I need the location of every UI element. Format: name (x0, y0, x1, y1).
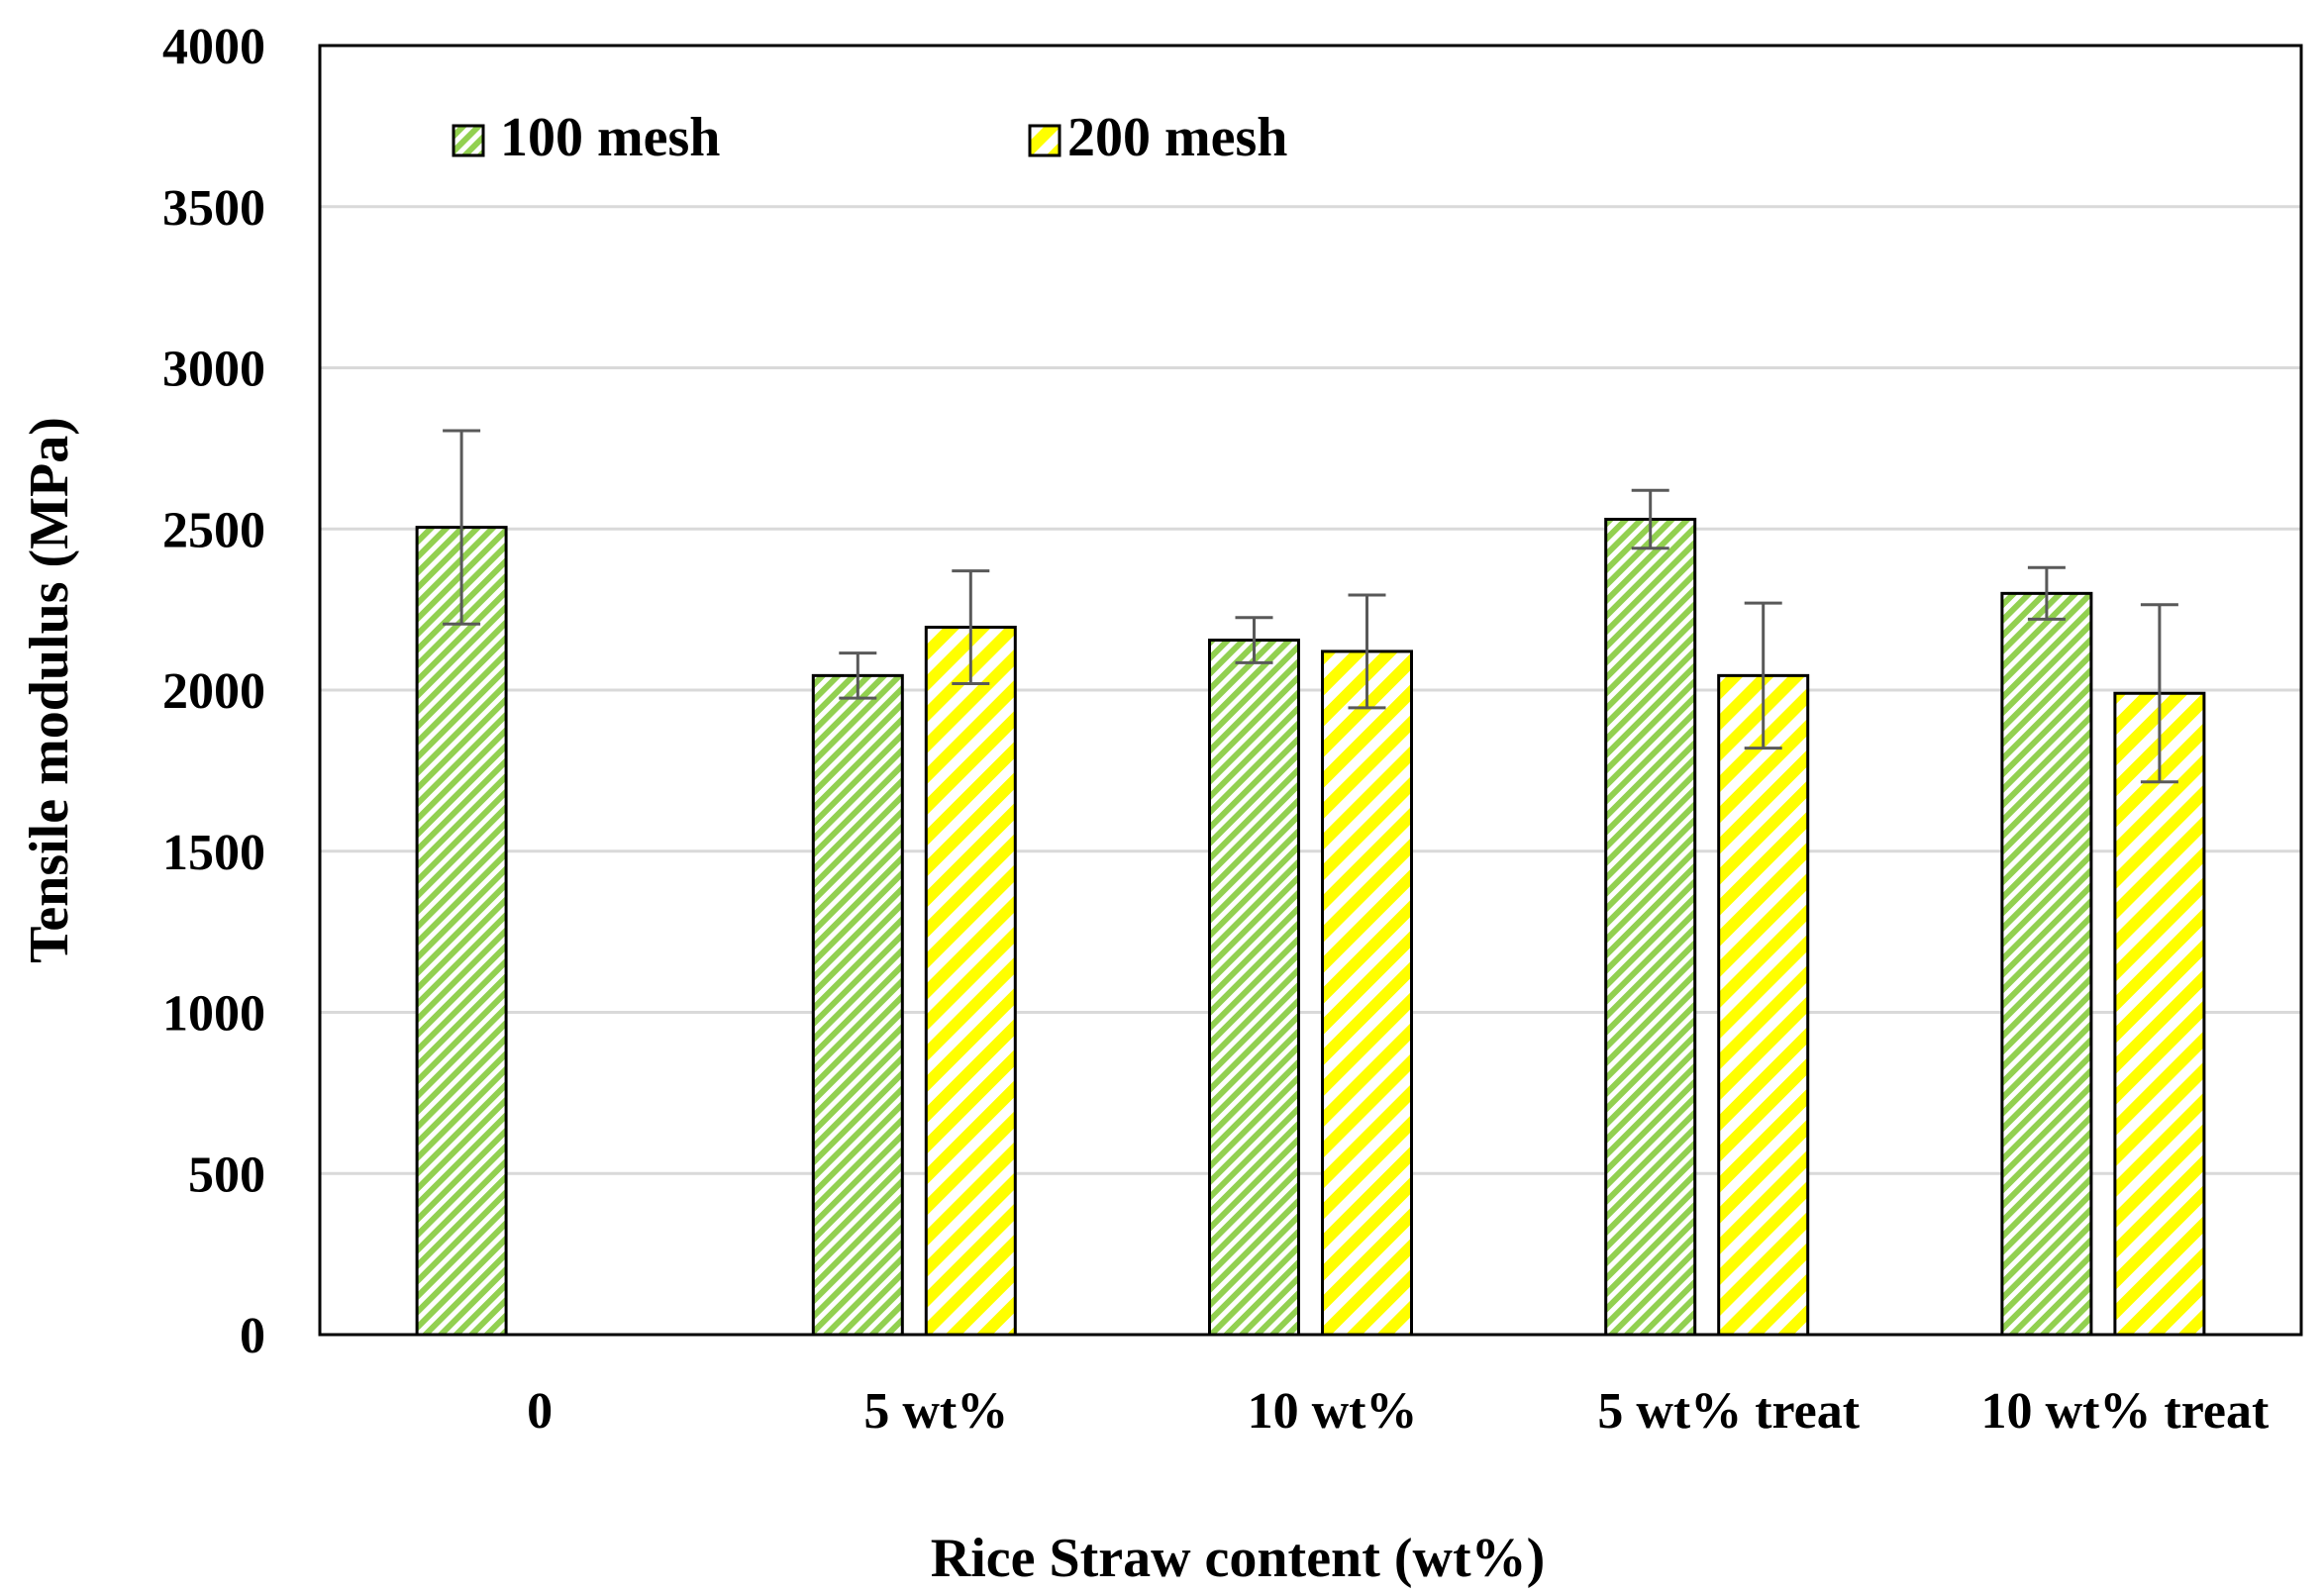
x-category-label: 10 wt% (1248, 1383, 1418, 1440)
y-tick-label: 3500 (162, 180, 265, 237)
x-category-label: 5 wt% (863, 1383, 1008, 1440)
y-tick-label: 1000 (162, 986, 265, 1043)
bar (1321, 649, 1413, 1337)
y-tick-label: 1500 (162, 825, 265, 881)
plot-area-border (318, 44, 2303, 1337)
gridlines (320, 205, 2301, 1175)
y-tick-label: 2000 (162, 663, 265, 720)
y-tick-labels: 0 500 1000 1500 2000 2500 3000 3500 4000 (162, 19, 265, 1364)
bars (415, 517, 2206, 1337)
category-labels: 0 5 wt% 10 wt% 5 wt% treat 10 wt% treat (527, 1383, 2270, 1440)
bar (1604, 517, 1697, 1337)
y-tick-label: 2500 (162, 502, 265, 558)
x-category-label: 0 (527, 1383, 553, 1440)
bar (2000, 591, 2093, 1337)
y-tick-label: 3000 (162, 342, 265, 398)
y-tick-label: 4000 (162, 19, 265, 75)
legend-label-100-mesh: 100 mesh (500, 107, 720, 168)
bar (2113, 691, 2206, 1337)
x-axis-title: Rice Straw content (wt%) (931, 1528, 1545, 1589)
legend-swatch-100-mesh (452, 124, 485, 157)
y-axis-title: Tensile modulus (MPa) (19, 417, 80, 963)
x-category-label: 10 wt% treat (1981, 1383, 2270, 1440)
bar (811, 673, 904, 1337)
bar (1717, 673, 1810, 1337)
bar (1208, 639, 1300, 1337)
bar (924, 626, 1017, 1337)
y-tick-label: 0 (240, 1308, 265, 1364)
error-bars (443, 429, 2178, 784)
x-category-label: 5 wt% treat (1597, 1383, 1860, 1440)
legend-swatch-200-mesh (1028, 124, 1061, 157)
bar (415, 526, 508, 1337)
legend: 100 mesh 200 mesh (452, 107, 1287, 168)
legend-label-200-mesh: 200 mesh (1067, 107, 1287, 168)
y-tick-label: 500 (188, 1147, 265, 1203)
